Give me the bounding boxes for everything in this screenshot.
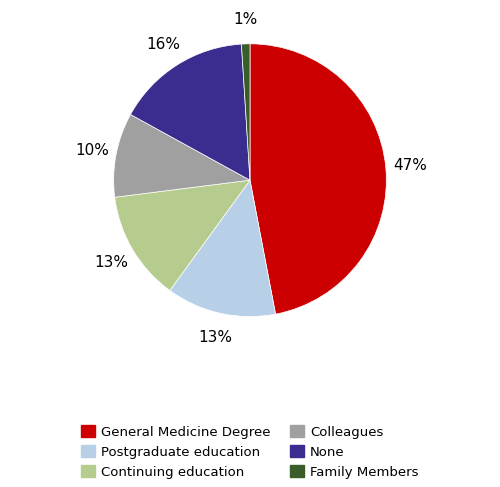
Wedge shape xyxy=(130,44,250,180)
Text: 13%: 13% xyxy=(198,330,232,345)
Wedge shape xyxy=(114,114,250,197)
Legend: General Medicine Degree, Postgraduate education, Continuing education, Colleague: General Medicine Degree, Postgraduate ed… xyxy=(74,419,426,485)
Wedge shape xyxy=(250,44,386,314)
Text: 47%: 47% xyxy=(394,158,427,172)
Wedge shape xyxy=(114,180,250,291)
Text: 13%: 13% xyxy=(94,255,128,270)
Wedge shape xyxy=(242,44,250,180)
Text: 10%: 10% xyxy=(75,143,109,157)
Text: 16%: 16% xyxy=(147,37,181,52)
Wedge shape xyxy=(170,180,276,317)
Text: 1%: 1% xyxy=(233,12,257,27)
